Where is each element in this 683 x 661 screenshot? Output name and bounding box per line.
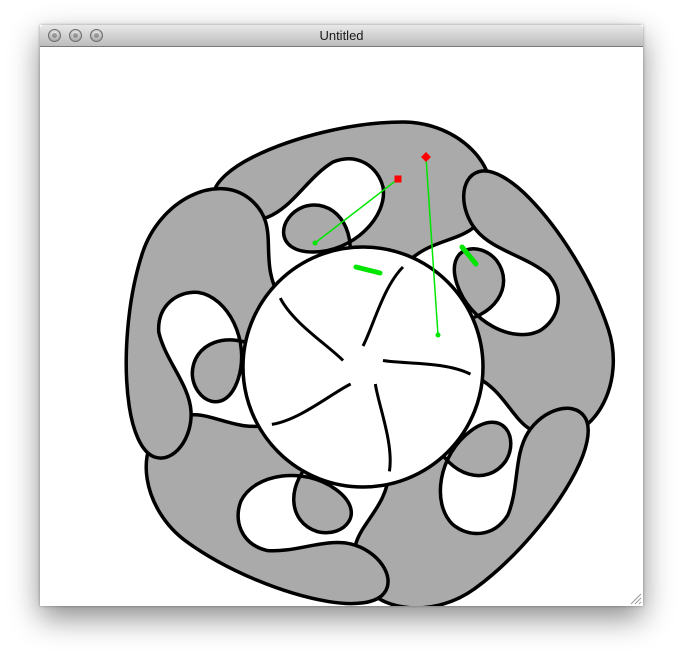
control-point[interactable] [394,175,402,183]
handle-line[interactable] [314,178,399,244]
app-window: Untitled [40,25,643,606]
handle-point[interactable] [435,332,441,338]
handle-point[interactable] [312,240,318,246]
title-bar[interactable]: Untitled [40,25,643,47]
control-point[interactable] [421,152,431,162]
drawing-canvas[interactable] [40,47,643,606]
bezier-handles[interactable] [312,152,479,338]
handle-line[interactable] [353,264,383,276]
minimize-button[interactable] [69,29,82,42]
window-title: Untitled [319,28,364,43]
knot-shape[interactable] [81,120,638,606]
handle-line[interactable] [425,156,439,336]
canvas-area[interactable] [40,47,643,606]
close-button[interactable] [48,29,61,42]
zoom-button[interactable] [90,29,103,42]
handle-line[interactable] [459,244,479,267]
resize-grip-icon[interactable] [630,593,642,605]
